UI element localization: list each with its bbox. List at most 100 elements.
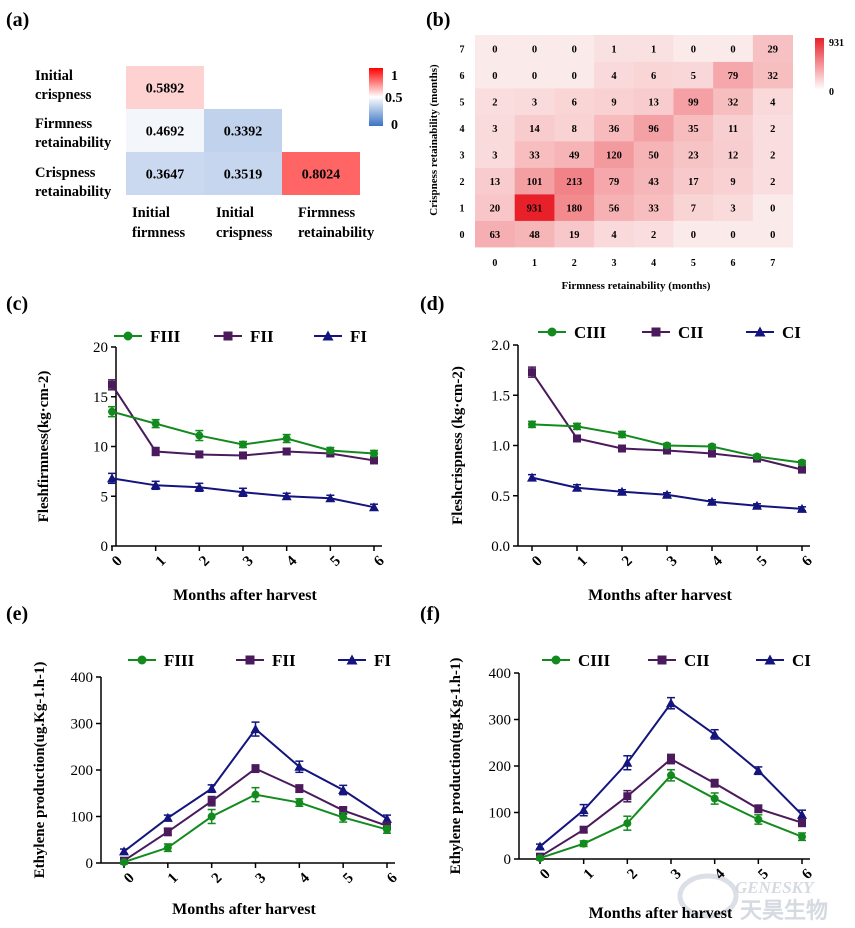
data-point: [657, 655, 667, 665]
row-label-line: retainability: [35, 135, 112, 151]
legend-item: CI: [756, 651, 811, 670]
y-tick-label: 300: [489, 713, 512, 729]
data-point: [551, 655, 561, 665]
data-point: [245, 655, 255, 665]
heatmap-b-value: 0: [492, 44, 497, 55]
panel-label: (f): [420, 603, 440, 625]
heatmap-a-cell: [204, 109, 282, 152]
x-tick-label: 0: [537, 866, 554, 883]
col-label-line: crispness: [216, 225, 273, 241]
series-CIII: [528, 420, 806, 467]
colorbar-a: 1 0.5 0: [369, 68, 403, 133]
heatmap-b-cell: [475, 141, 516, 168]
y-tick-label: 300: [71, 717, 94, 733]
heatmap-b-cell: [752, 35, 793, 62]
data-point: [108, 407, 116, 416]
y-tick-label: 0.0: [491, 539, 510, 555]
heatmap-b-cell: [594, 167, 635, 195]
series-line: [531, 371, 803, 471]
data-point: [667, 771, 675, 780]
data-point: [383, 825, 391, 834]
heatmap-b-value: 1: [651, 44, 656, 55]
heatmap-b-cell: [673, 88, 714, 115]
col-label-line: retainability: [298, 225, 375, 241]
y-tick-label: 10: [93, 440, 108, 456]
data-point: [707, 496, 717, 506]
x-tick-label: 3: [240, 553, 257, 570]
heatmap-b-value: 0: [770, 203, 775, 214]
y-tick-label: 2: [460, 177, 465, 188]
heatmap-b-value: 213: [566, 177, 582, 188]
heatmap-b-value: 32: [728, 97, 739, 108]
data-point: [754, 815, 763, 824]
heatmap-b-value: 99: [688, 97, 699, 108]
colorbar-a-min: 0: [391, 118, 398, 133]
row-label-initial-crispness: Initial crispness: [35, 68, 92, 103]
legend-label: CII: [678, 323, 704, 342]
heatmap-a: 0.5892 0.4692 0.3392 0.3647 0.3519 0.8024: [126, 66, 360, 195]
heatmap-b-cell: [554, 88, 595, 115]
heatmap-b-cell: [752, 61, 793, 89]
y-tick-label: 400: [489, 666, 512, 682]
heatmap-b-value: 14: [529, 124, 540, 135]
panel-label: (d): [420, 293, 444, 315]
heatmap-b-value: 33: [648, 203, 659, 214]
heatmap-b-value: 3: [532, 97, 537, 108]
heatmap-b-value: 3: [492, 150, 497, 161]
y-tick-label: 20: [93, 340, 108, 356]
series-CI: [535, 696, 807, 851]
heatmap-b-value: 79: [609, 177, 620, 188]
heatmap-b-cell: [594, 35, 635, 62]
heatmap-b-cell: [514, 167, 555, 195]
heatmap-b-value: 32: [768, 71, 779, 82]
data-point: [547, 327, 557, 337]
legend-item: CII: [642, 323, 704, 342]
x-tick-label: 1: [532, 258, 537, 269]
panel-b-label: (b): [426, 9, 450, 31]
data-point: [798, 818, 806, 827]
data-point: [282, 434, 291, 443]
heatmap-b-value: 1: [611, 44, 616, 55]
heatmap-b-cell: [514, 114, 555, 142]
panel-label: (e): [6, 603, 28, 625]
heatmap-a-cell: [126, 66, 204, 109]
heatmap-b-cell: [514, 35, 555, 62]
data-point: [206, 783, 217, 793]
heatmap-b-cell: [475, 61, 516, 89]
data-point: [617, 486, 627, 496]
data-point: [107, 473, 117, 483]
y-axis-title: Ethylene production(ug.Kg-1.h-1): [448, 658, 464, 875]
x-tick-label: 5: [340, 870, 357, 887]
heatmap-b-cell: [752, 220, 793, 248]
data-point: [294, 761, 305, 771]
data-point: [239, 440, 247, 449]
data-point: [535, 841, 545, 851]
legend-item: CII: [648, 651, 710, 670]
heatmap-b-value: 0: [730, 230, 735, 241]
colorbar-b: 931 0: [815, 38, 844, 98]
heatmap-b-value: 6: [572, 97, 577, 108]
heatmap-b-cell: [554, 167, 595, 195]
data-point: [666, 698, 676, 708]
data-point: [163, 827, 172, 836]
heatmap-a-value: 0.5892: [146, 82, 185, 97]
heatmap-b-value: 2: [651, 230, 656, 241]
heatmap-b-value: 931: [527, 203, 543, 214]
heatmap-b-cell: [752, 167, 793, 195]
heatmap-a-cell: [282, 152, 360, 195]
series-FI: [119, 721, 392, 856]
data-point: [753, 452, 761, 461]
data-point: [572, 482, 582, 492]
x-tick-label: 7: [770, 258, 775, 269]
data-point: [618, 430, 626, 439]
x-tick-label: 0: [492, 258, 497, 269]
heatmap-b-cell: [673, 35, 714, 62]
heatmap-b-cell: [713, 167, 754, 195]
heatmap-a-value: 0.3519: [224, 168, 263, 183]
data-point: [370, 449, 378, 458]
x-tick-label: 5: [754, 553, 771, 570]
legend-item: FII: [236, 651, 296, 670]
data-point: [326, 446, 335, 455]
y-tick-label: 200: [489, 759, 512, 775]
